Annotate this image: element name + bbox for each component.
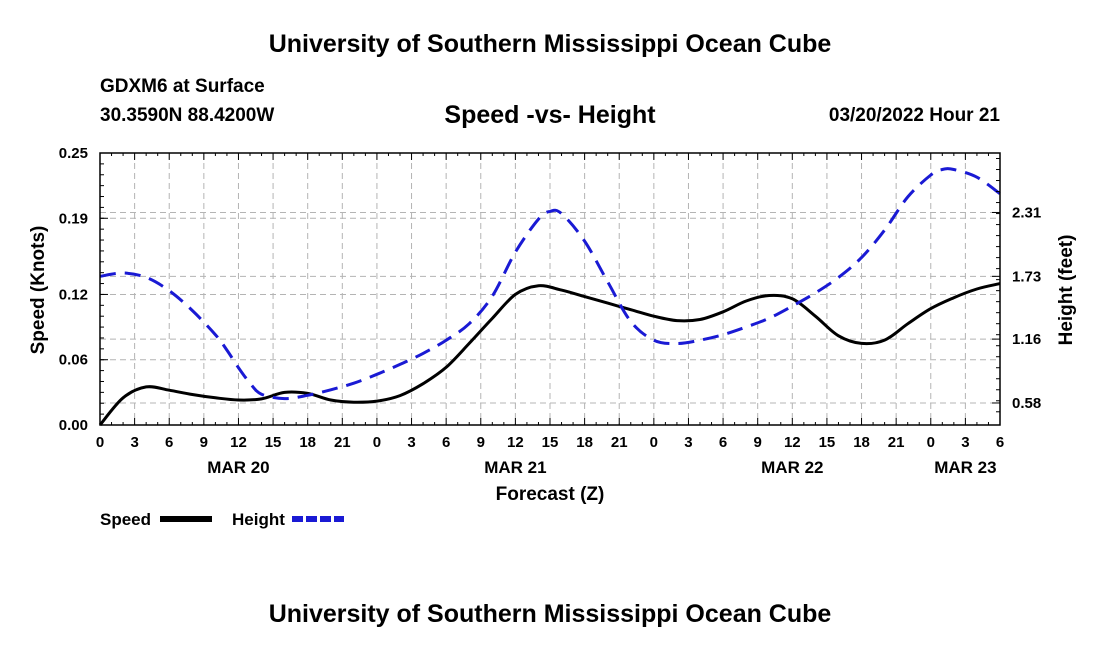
x-tick-label: 0 <box>96 434 104 451</box>
date-label: MAR 23 <box>934 458 996 477</box>
date-label: MAR 21 <box>484 458 546 477</box>
x-tick-label: 0 <box>927 434 935 451</box>
x-tick-label: 12 <box>784 434 801 451</box>
x-tick-label: 9 <box>200 434 208 451</box>
legend: Speed Height <box>100 510 344 529</box>
x-tick-label: 3 <box>684 434 692 451</box>
chart-title: Speed -vs- Height <box>444 101 656 129</box>
x-tick-label: 12 <box>230 434 247 451</box>
x-tick-label: 12 <box>507 434 524 451</box>
x-axis-label: Forecast (Z) <box>496 484 605 505</box>
x-tick-label: 6 <box>165 434 173 451</box>
date-label: MAR 22 <box>761 458 823 477</box>
x-tick-label: 3 <box>961 434 969 451</box>
x-tick-label: 6 <box>996 434 1004 451</box>
bottom-title: University of Southern Mississippi Ocean… <box>268 600 832 628</box>
y-tick-label: 0.19 <box>59 210 88 227</box>
y2-axis-label: Height (feet) <box>1056 235 1077 346</box>
top-title: University of Southern Mississippi Ocean… <box>268 30 832 58</box>
y-tick-label: 0.06 <box>59 352 88 369</box>
timestamp-label: 03/20/2022 Hour 21 <box>828 105 1000 126</box>
x-tick-label: 21 <box>611 434 628 451</box>
x-tick-label: 9 <box>477 434 485 451</box>
x-tick-label: 15 <box>819 434 836 451</box>
series-line-speed <box>98 282 1001 426</box>
y2-tick-label: 0.58 <box>1012 395 1041 412</box>
x-tick-label: 3 <box>130 434 138 451</box>
y-tick-label: 0.00 <box>59 417 88 434</box>
axis-layer: 0 3 6 9 12 15 18 21 0 3 6 9 12 15 18 21 0 3 6 9 12 15 18 21 0 3 6M… <box>59 145 1041 477</box>
x-tick-label: 3 <box>407 434 415 451</box>
series-line-height <box>99 167 1001 401</box>
x-tick-label: 6 <box>719 434 727 451</box>
x-tick-label: 18 <box>853 434 870 451</box>
grid-layer <box>100 153 1000 425</box>
coordinates-label: 30.3590N 88.4200W <box>100 105 275 126</box>
y2-tick-label: 2.31 <box>1012 204 1041 221</box>
y-tick-label: 0.12 <box>59 286 88 303</box>
x-tick-label: 15 <box>265 434 282 451</box>
legend-label-speed: Speed <box>100 510 151 529</box>
y2-tick-label: 1.16 <box>1012 331 1041 348</box>
date-label: MAR 20 <box>207 458 269 477</box>
station-label: GDXM6 at Surface <box>100 76 265 97</box>
y2-tick-label: 1.73 <box>1012 268 1041 285</box>
speed-height-chart: 0 3 6 9 12 15 18 21 0 3 6 9 12 15 18 21 0 3 6 9 12 15 18 21 0 3 6M… <box>28 145 1077 529</box>
x-tick-label: 18 <box>299 434 316 451</box>
x-tick-label: 0 <box>650 434 658 451</box>
x-tick-label: 6 <box>442 434 450 451</box>
legend-label-height: Height <box>232 510 285 529</box>
x-tick-label: 21 <box>334 434 351 451</box>
series-layer <box>98 167 1001 426</box>
x-tick-label: 9 <box>754 434 762 451</box>
y-tick-label: 0.25 <box>59 145 88 162</box>
x-tick-label: 15 <box>542 434 559 451</box>
x-tick-label: 0 <box>373 434 381 451</box>
y-axis-label: Speed (Knots) <box>28 226 49 355</box>
x-tick-label: 21 <box>888 434 905 451</box>
x-tick-label: 18 <box>576 434 593 451</box>
